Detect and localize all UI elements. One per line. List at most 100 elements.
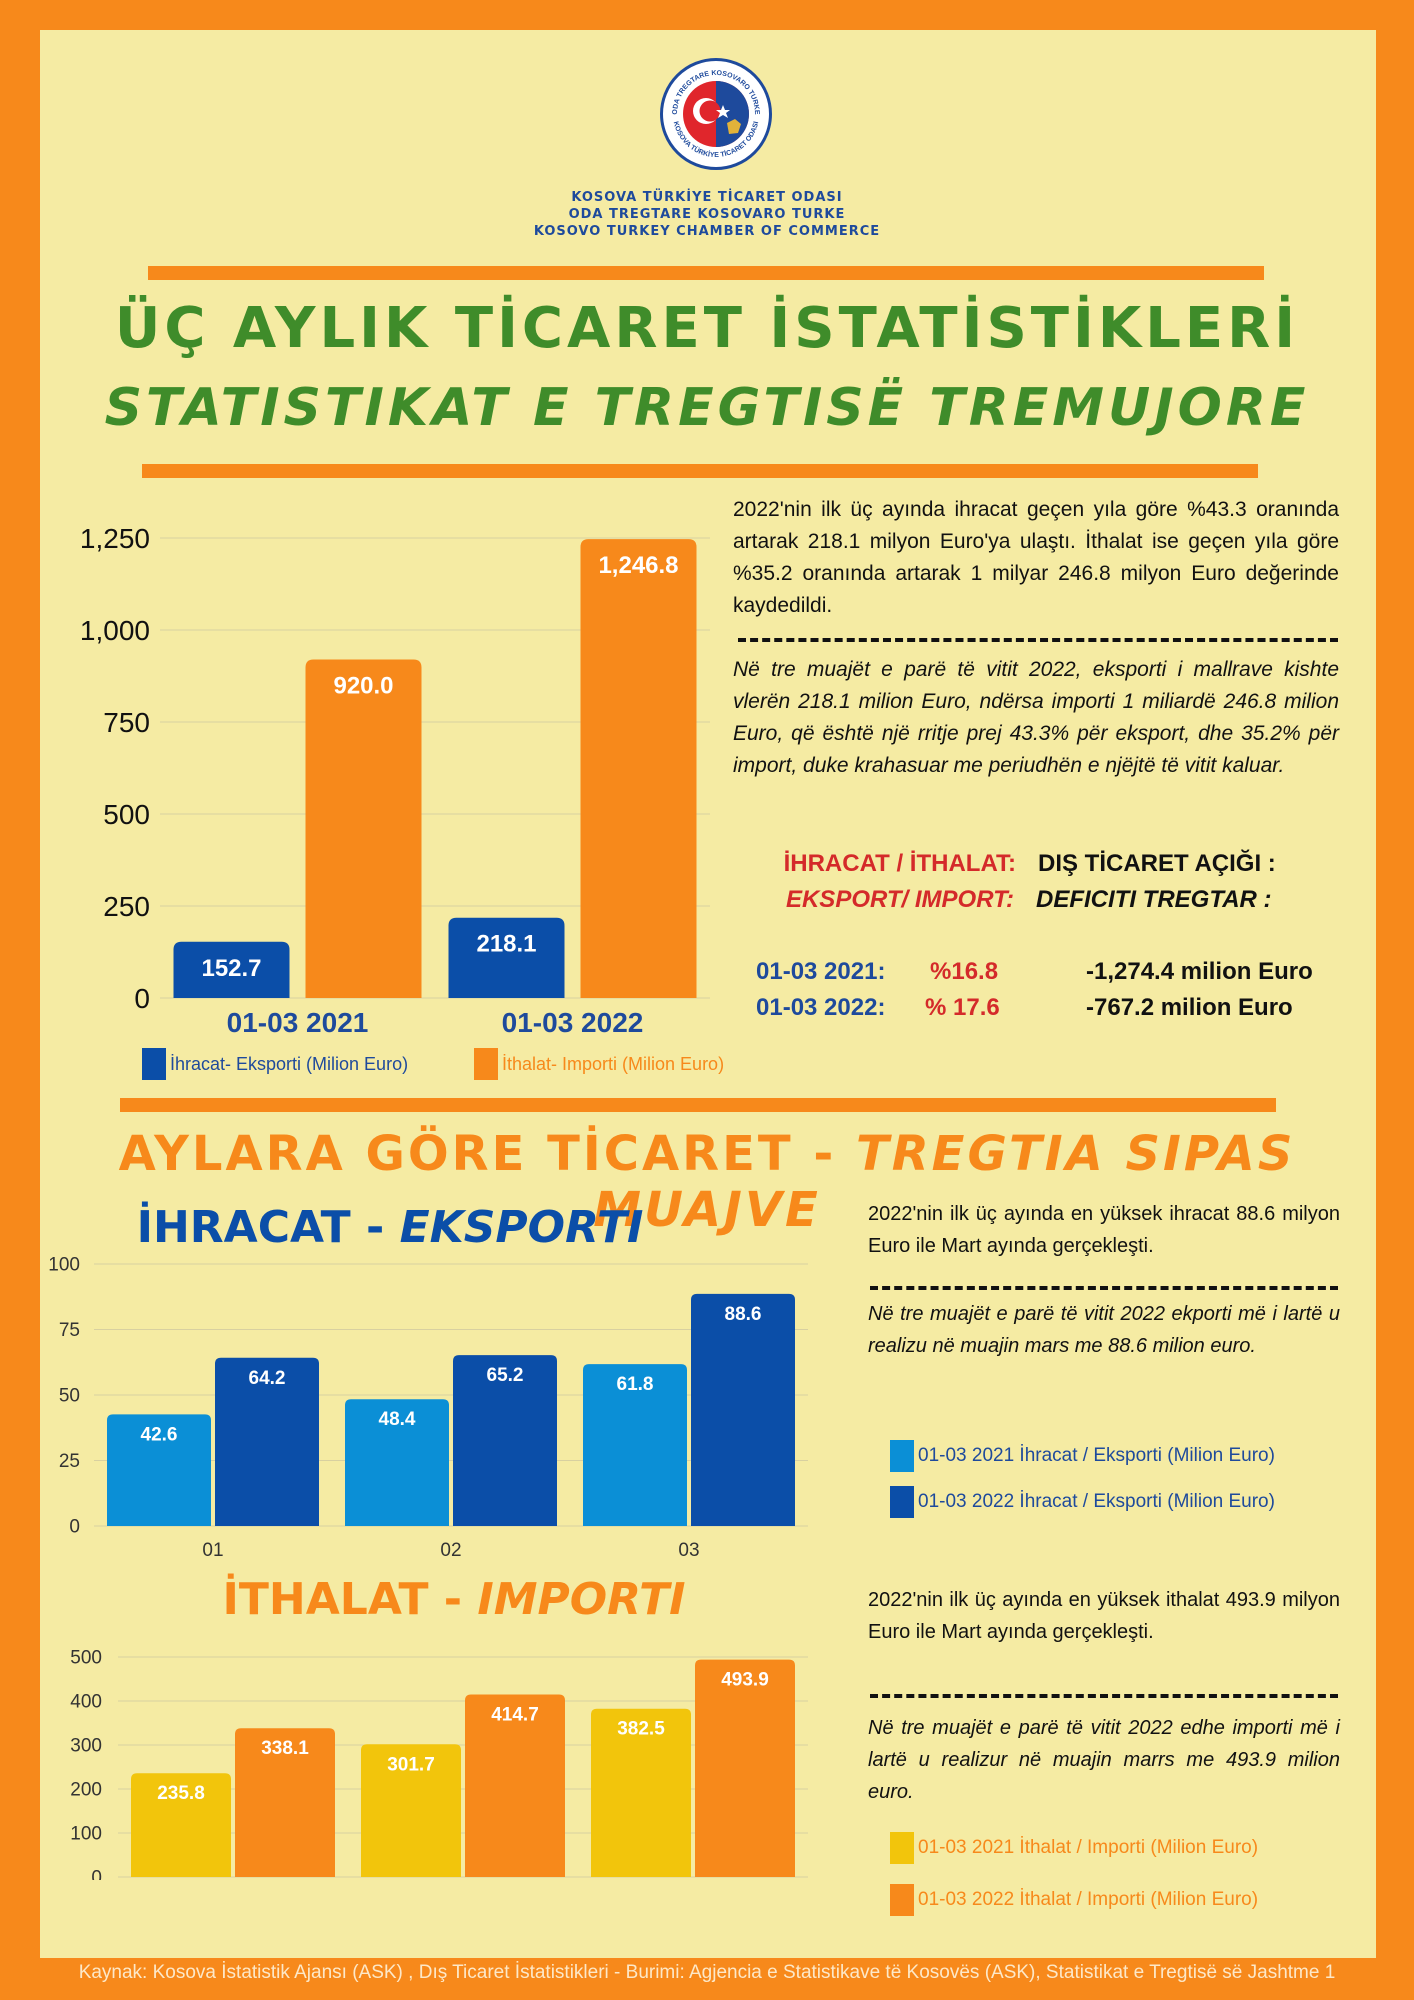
deficit-2022: -767.2 milion Euro xyxy=(1086,994,1293,1021)
export-title: İHRACAT - EKSPORTI xyxy=(60,1202,720,1253)
bar xyxy=(131,1773,231,1877)
y-tick-label: 1,250 xyxy=(80,523,150,554)
bar xyxy=(580,539,697,998)
data-label: 235.8 xyxy=(157,1783,205,1804)
legend-import-2021: 01-03 2021 İthalat / Importi (Milion Eur… xyxy=(890,1832,1258,1864)
export-title-tr: İHRACAT - xyxy=(136,1202,400,1253)
bar xyxy=(583,1364,687,1526)
export-paragraph-tr: 2022'nin ilk üç ayında en yüksek ihracat… xyxy=(868,1203,1340,1257)
y-tick-label: 200 xyxy=(70,1780,102,1801)
y-tick-label: 400 xyxy=(70,1692,102,1713)
bar xyxy=(695,1659,795,1877)
data-label: 61.8 xyxy=(617,1374,654,1395)
deficit-2021: -1,274.4 milion Euro xyxy=(1086,958,1313,985)
y-tick-label: 500 xyxy=(70,1648,102,1669)
legend-label-import-2022: 01-03 2022 İthalat / Importi (Milion Eur… xyxy=(918,1889,1259,1910)
y-tick-label: 250 xyxy=(103,891,150,922)
import-title-sq: IMPORTI xyxy=(477,1574,686,1625)
page-title-tr: ÜÇ AYLIK TİCARET İSTATİSTİKLERİ xyxy=(114,296,1300,361)
x-category-label: 02 xyxy=(440,1540,461,1561)
bar xyxy=(361,1744,461,1877)
monthly-section-title-sq: TREGTIA SIPAS MUAJVE xyxy=(593,1126,1296,1238)
y-tick-label: 75 xyxy=(59,1320,80,1341)
source-footer: Kaynak: Kosova İstatistik Ajansı (ASK) ,… xyxy=(78,1962,1336,1983)
import-paragraph-tr: 2022'nin ilk üç ayında en yüksek ithalat… xyxy=(868,1589,1340,1643)
period-2021: 01-03 2021: xyxy=(756,958,886,985)
bar xyxy=(305,659,422,998)
divider-monthly xyxy=(120,1098,1276,1112)
data-label: 65.2 xyxy=(487,1365,524,1386)
data-label: 152.7 xyxy=(201,955,261,982)
bar xyxy=(691,1293,795,1526)
data-label: 414.7 xyxy=(491,1705,539,1726)
divider-top xyxy=(148,266,1264,280)
bar xyxy=(235,1728,335,1877)
data-label: 42.6 xyxy=(141,1424,178,1445)
bar xyxy=(448,917,565,998)
bar xyxy=(591,1708,691,1877)
data-label: 1,246.8 xyxy=(598,552,678,579)
x-category-label: 01-03 2022 xyxy=(502,1007,644,1038)
y-tick-label: 100 xyxy=(48,1255,80,1276)
export-paragraph-sq: Në tre muajët e parë të vitit 2022 ekpor… xyxy=(868,1303,1340,1357)
legend-import-quarterly: İthalat- Importi (Milion Euro) xyxy=(474,1048,724,1080)
data-label: 301.7 xyxy=(387,1754,435,1775)
legend-swatch-import-2022 xyxy=(890,1884,914,1916)
deficit-label-sq: DEFICITI TREGTAR : xyxy=(1036,886,1272,913)
chamber-logo: ODA TREGTARE KOSOVARO TURKE KOSOVA TÜRKİ… xyxy=(660,58,772,170)
legend-swatch-export xyxy=(142,1048,166,1080)
y-tick-label: 0 xyxy=(69,1517,80,1538)
x-category-label: 03 xyxy=(678,1540,699,1561)
y-tick-label: 1,000 xyxy=(80,615,150,646)
org-name-tr: KOSOVA TÜRKİYE TİCARET ODASI xyxy=(571,190,843,205)
legend-swatch-export-2021 xyxy=(890,1440,914,1472)
export-title-sq: EKSPORTI xyxy=(399,1202,644,1253)
org-name-en: KOSOVO TURKEY CHAMBER OF COMMERCE xyxy=(533,224,881,239)
y-tick-label: 100 xyxy=(70,1824,102,1845)
bar xyxy=(453,1355,557,1526)
import-title: İTHALAT - IMPORTI xyxy=(124,1574,784,1625)
bar xyxy=(173,941,290,998)
quarterly-trade-chart: 0 250 500 750 1,000 1,250 152.7 920.0 01-03 2021… xyxy=(80,523,710,1038)
dashed-separator-3 xyxy=(870,1694,1338,1698)
x-category-label: 01 xyxy=(202,1540,223,1561)
data-label: 48.4 xyxy=(379,1409,416,1430)
divider-title-bottom xyxy=(142,464,1258,478)
monthly-section-title: AYLARA GÖRE TİCARET - TREGTIA SIPAS MUAJ… xyxy=(0,1126,1414,1238)
kosovo-map-icon xyxy=(727,119,741,134)
ratio-label-sq: EKSPORT/ IMPORT: xyxy=(785,886,1014,913)
y-tick-label: 50 xyxy=(59,1386,80,1407)
data-label: 64.2 xyxy=(249,1368,286,1389)
data-label: 493.9 xyxy=(721,1670,769,1691)
import-paragraph-sq: Në tre muajët e parë të vitit 2022 edhe … xyxy=(868,1717,1340,1803)
data-label: 218.1 xyxy=(476,931,536,958)
monthly-import-chart: 0100200300400500235.8338.101301.7414.702… xyxy=(70,1648,808,1880)
dashed-separator-2 xyxy=(870,1286,1338,1290)
kosovo-flag-icon xyxy=(716,81,749,147)
data-label: 920.0 xyxy=(333,672,393,699)
monthly-section-title-tr: AYLARA GÖRE TİCARET - xyxy=(118,1126,856,1182)
data-label: 382.5 xyxy=(617,1719,665,1740)
legend-import-2022: 01-03 2022 İthalat / Importi (Milion Eur… xyxy=(890,1884,1258,1916)
legend-label-import: İthalat- Importi (Milion Euro) xyxy=(502,1053,725,1074)
page-title-sq: STATISTIKAT E TREGTISË TREMUJORE xyxy=(104,378,1310,438)
legend-label-export: İhracat- Eksporti (Milion Euro) xyxy=(170,1053,409,1074)
period-2022: 01-03 2022: xyxy=(756,994,886,1021)
legend-export-2021: 01-03 2021 İhracat / Eksporti (Milion Eu… xyxy=(890,1440,1275,1472)
y-tick-label: 0 xyxy=(91,1868,102,1880)
org-name-sq: ODA TREGTARE KOSOVARO TURKE xyxy=(568,207,846,222)
data-label: 338.1 xyxy=(261,1738,309,1759)
x-category-label: 01-03 2021 xyxy=(227,1007,369,1038)
data-label: 88.6 xyxy=(725,1304,762,1325)
y-tick-label: 300 xyxy=(70,1736,102,1757)
ratio-2022: % 17.6 xyxy=(925,994,1000,1021)
bar xyxy=(107,1414,211,1526)
legend-label-export-2021: 01-03 2021 İhracat / Eksporti (Milion Eu… xyxy=(918,1445,1275,1466)
bar xyxy=(345,1399,449,1526)
y-tick-label: 25 xyxy=(59,1451,80,1472)
monthly-export-chart: 0 25 50 75 100 42.6 64.2 01 48.4 65.2 02 61.8 88.6 03 xyxy=(48,1255,808,1561)
legend-export-2022: 01-03 2022 İhracat / Eksporti (Milion Eu… xyxy=(890,1486,1275,1518)
deficit-label-tr: DIŞ TİCARET AÇIĞI : xyxy=(1038,850,1276,877)
bar xyxy=(215,1357,319,1526)
y-tick-label: 500 xyxy=(103,799,150,830)
